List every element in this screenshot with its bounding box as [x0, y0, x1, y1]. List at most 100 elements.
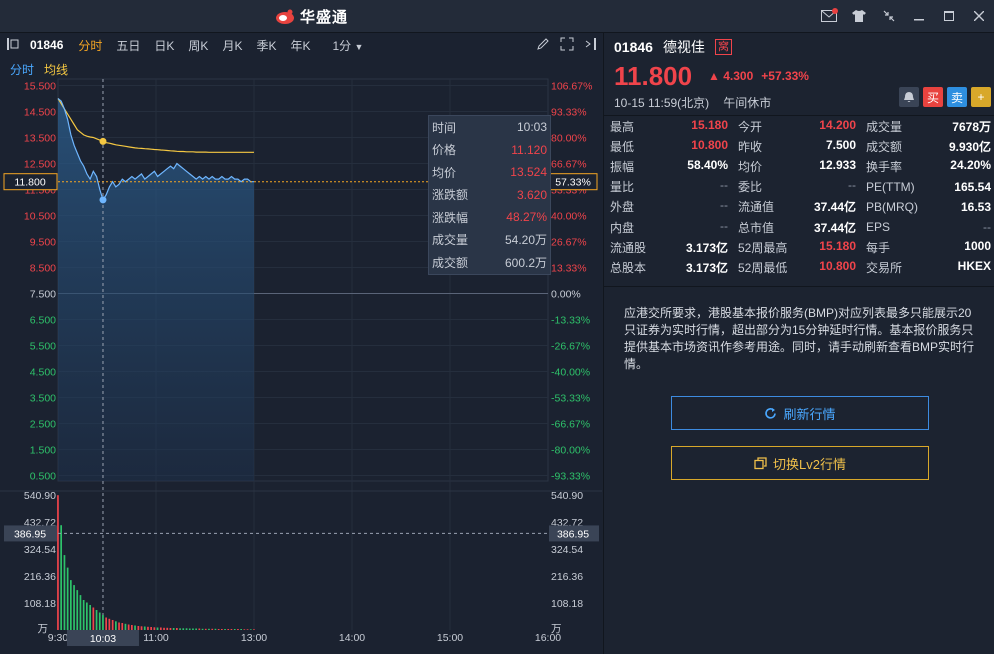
stat-label: 今开 [738, 119, 763, 134]
stat-label: 总市值 [738, 220, 775, 235]
stat-cell: 成交量 7678万 [860, 118, 994, 135]
volume-bar [115, 621, 117, 630]
price-change-value: 4.300 [723, 69, 754, 83]
add-watchlist-button[interactable]: + [971, 87, 991, 107]
tab-day-k[interactable]: 日K [154, 38, 175, 53]
volume-bar [169, 628, 172, 630]
volume-axis-label: 324.54 [24, 544, 56, 556]
fullscreen-icon[interactable] [560, 37, 574, 54]
volume-bar [89, 605, 91, 630]
stat-value: 12.933 [819, 157, 856, 172]
stat-label: 52周最低 [738, 260, 788, 275]
volume-bar [240, 629, 242, 630]
stock-badge: 窝 [714, 39, 732, 55]
stat-label: 交易所 [866, 260, 903, 275]
stat-label: 外盘 [610, 200, 635, 215]
crosshair-tooltip: 时间 10:03 价格 11.120 均价 13.524 涨跌额 3.620 涨跌幅 48.27%… [428, 115, 551, 275]
quote-time: 11:59(北京) [648, 96, 710, 110]
alert-bell-icon[interactable] [899, 87, 919, 107]
current-price-box [3, 173, 58, 191]
tooltip-row: 成交量 54.20万 [429, 229, 550, 252]
stat-cell: 最低 10.800 [604, 138, 732, 155]
close-button[interactable] [964, 0, 994, 32]
draw-icon[interactable] [536, 37, 550, 54]
time-axis-label: 11:00 [143, 632, 169, 644]
volume-bar [102, 615, 104, 630]
sell-button[interactable]: 卖 [947, 87, 967, 107]
stat-cell: EPS -- [860, 220, 994, 234]
minimize-button[interactable] [904, 0, 934, 32]
skin-icon[interactable] [844, 0, 874, 32]
chart-code: 01846 [30, 38, 64, 52]
volume-bar [185, 628, 188, 630]
stats-row: 振幅 58.40% 均价 12.933 换手率 24.20% [604, 156, 994, 176]
collapse-left-icon[interactable] [0, 37, 26, 53]
tab-fenshi[interactable]: 分时 [78, 38, 103, 53]
stats-row: 最低 10.800 昨收 7.500 成交额 9.930亿 [604, 136, 994, 156]
crosshair-time-box [66, 630, 139, 646]
volume-bar [230, 629, 233, 630]
stats-row: 量比 -- 委比 -- PE(TTM) 165.54 [604, 177, 994, 197]
buy-button[interactable]: 买 [923, 87, 943, 107]
volume-bar [160, 627, 162, 630]
volume-axis-label-right: 540.90 [551, 490, 583, 502]
volume-bar [140, 626, 143, 630]
maximize-button[interactable] [934, 0, 964, 32]
stats-table: 最高 15.180 今开 14.200 成交量 7678万 最低 10.800 昨收 7.500 成… [604, 115, 994, 278]
volume-axis-label: 540.90 [24, 490, 56, 502]
interval-select[interactable]: 1分 ▼ [325, 37, 370, 54]
title-bar: 华盛通 [0, 0, 994, 33]
stat-cell: 昨收 7.500 [732, 138, 860, 155]
shrink-icon[interactable] [874, 0, 904, 32]
stat-label: 最低 [610, 139, 635, 154]
volume-bar [227, 629, 230, 630]
tooltip-value: 48.27% [506, 210, 547, 225]
collapse-right-icon[interactable] [584, 37, 596, 54]
tab-week-k[interactable]: 周K [188, 38, 209, 53]
stat-label: PE(TTM) [866, 179, 915, 194]
volume-bar [131, 625, 133, 630]
price-axis-label: 14.500 [24, 107, 56, 119]
indicator-avg[interactable]: 均线 [44, 62, 69, 77]
refresh-icon [765, 407, 777, 419]
price-axis-label: 13.500 [24, 133, 56, 145]
volume-bar [124, 623, 127, 630]
price-axis-label: 12.500 [24, 159, 56, 171]
volume-bar [233, 629, 236, 630]
stat-label: 每手 [866, 240, 891, 255]
logo-icon [276, 9, 294, 24]
price-axis-label: 6.500 [30, 315, 56, 327]
stat-value: 15.180 [819, 238, 856, 253]
tooltip-key: 时间 [432, 120, 457, 135]
crosshair-vol-tag-right: 386.95 [557, 528, 589, 540]
pct-axis-label: 66.67% [551, 159, 587, 171]
stat-cell: 成交额 9.930亿 [860, 138, 994, 155]
stat-cell: PE(TTM) 165.54 [860, 180, 994, 194]
stat-cell: 52周最低 10.800 [732, 259, 860, 276]
volume-bar [179, 628, 181, 630]
volume-bar [60, 525, 62, 630]
tab-quarter-k[interactable]: 季K [256, 38, 277, 53]
app-name: 华盛通 [300, 9, 349, 26]
indicator-fenshi[interactable]: 分时 [10, 62, 35, 77]
stats-row: 流通股 3.173亿 52周最高 15.180 每手 1000 [604, 237, 994, 257]
volume-bar [195, 628, 197, 630]
volume-axis-label-right: 216.36 [551, 571, 583, 583]
volume-bar [143, 626, 146, 630]
stats-row: 外盘 -- 流通值 37.44亿 PB(MRQ) 16.53 [604, 197, 994, 217]
switch-lv2-button[interactable]: 切换Lv2行情 [671, 446, 929, 480]
refresh-quote-button[interactable]: 刷新行情 [671, 396, 929, 430]
pct-axis-label: -80.00% [551, 445, 590, 457]
stat-value: 10.800 [819, 258, 856, 273]
tooltip-value: 3.620 [516, 187, 547, 202]
volume-bar [217, 629, 220, 630]
stat-label: 52周最高 [738, 240, 788, 255]
tab-five-day[interactable]: 五日 [116, 38, 141, 53]
stat-label: 流通值 [738, 200, 775, 215]
tooltip-key: 价格 [432, 143, 457, 158]
tab-year-k[interactable]: 年K [290, 38, 311, 53]
mail-icon[interactable] [814, 0, 844, 32]
tab-month-k[interactable]: 月K [222, 38, 243, 53]
pct-axis-label: -40.00% [551, 367, 590, 379]
stat-cell: 每手 1000 [860, 239, 994, 256]
